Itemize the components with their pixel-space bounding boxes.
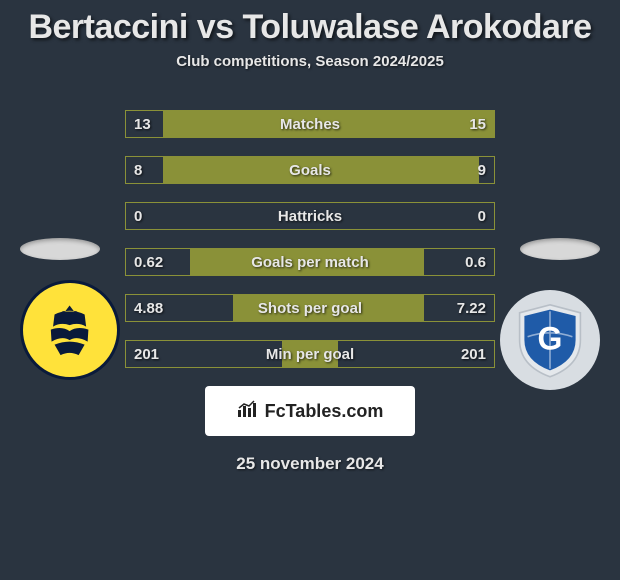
- stat-fill-left: [163, 157, 310, 183]
- stat-value-right: 0.6: [457, 249, 494, 275]
- watermark-text: FcTables.com: [265, 401, 384, 422]
- stat-value-right: 15: [461, 111, 494, 137]
- stat-row: 00Hattricks: [125, 202, 495, 230]
- stat-fill-right: [310, 341, 338, 367]
- comparison-title: Bertaccini vs Toluwalase Arokodare: [0, 0, 620, 53]
- shield-crest-icon: G: [510, 300, 590, 380]
- stat-value-right: 0: [470, 203, 494, 229]
- eagle-crest-icon: [32, 292, 107, 367]
- comparison-date: 25 november 2024: [0, 454, 620, 474]
- stat-fill-left: [190, 249, 310, 275]
- stat-value-left: 0: [126, 203, 150, 229]
- stat-value-left: 201: [126, 341, 167, 367]
- stat-value-right: 9: [470, 157, 494, 183]
- stat-row: 1315Matches: [125, 110, 495, 138]
- stat-row: 4.887.22Shots per goal: [125, 294, 495, 322]
- stat-row: 89Goals: [125, 156, 495, 184]
- player-left-avatar-placeholder: [20, 238, 100, 260]
- stat-value-right: 201: [453, 341, 494, 367]
- stat-value-left: 13: [126, 111, 159, 137]
- club-crest-right: G: [500, 290, 600, 390]
- stat-value-left: 8: [126, 157, 150, 183]
- stat-fill-left: [163, 111, 310, 137]
- svg-text:G: G: [538, 321, 563, 357]
- stat-fill-right: [310, 249, 424, 275]
- stats-bars: 1315Matches89Goals00Hattricks0.620.6Goal…: [125, 110, 495, 368]
- stat-value-right: 7.22: [449, 295, 494, 321]
- stat-row: 201201Min per goal: [125, 340, 495, 368]
- stat-value-left: 4.88: [126, 295, 171, 321]
- stat-fill-left: [282, 341, 310, 367]
- stat-fill-left: [233, 295, 310, 321]
- club-crest-left: [20, 280, 120, 380]
- watermark-badge: FcTables.com: [205, 386, 415, 436]
- stat-fill-right: [310, 157, 479, 183]
- player-right-avatar-placeholder: [520, 238, 600, 260]
- stat-row: 0.620.6Goals per match: [125, 248, 495, 276]
- chart-icon: [237, 400, 259, 423]
- stat-value-left: 0.62: [126, 249, 171, 275]
- comparison-subtitle: Club competitions, Season 2024/2025: [0, 53, 620, 70]
- stat-fill-right: [310, 295, 424, 321]
- content-area: G 1315Matches89Goals00Hattricks0.620.6Go…: [0, 110, 620, 474]
